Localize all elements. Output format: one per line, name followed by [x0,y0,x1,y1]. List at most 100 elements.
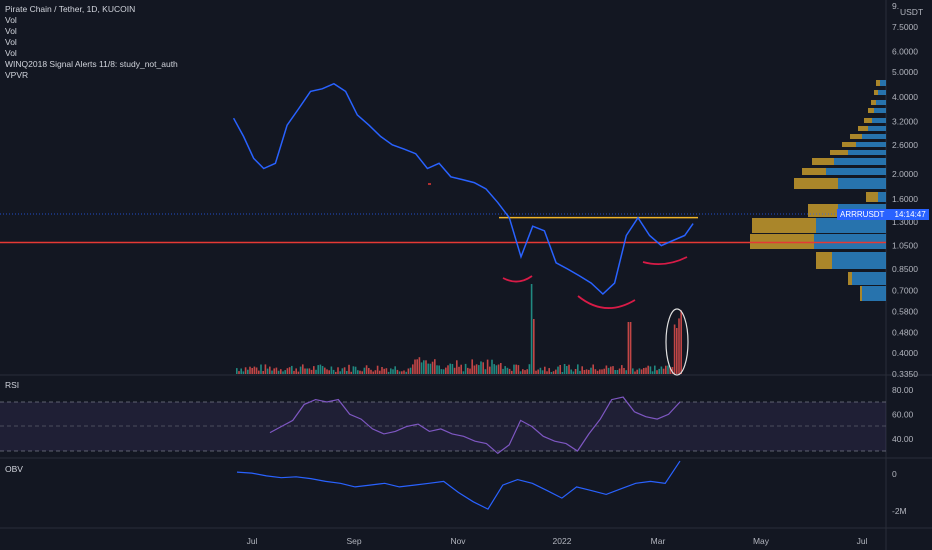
volume-bar [658,368,660,374]
volume-bar [449,363,451,374]
volume-bar [660,366,663,374]
volume-bar [405,371,407,374]
vpvr-row-down [868,126,886,131]
volume-bar [605,365,608,374]
volume-bar [568,364,570,374]
indicator-vol-1[interactable]: Vol [5,15,17,25]
indicator-vol-4[interactable]: Vol [5,48,17,58]
vpvr-row-up [864,118,872,123]
volume-bar [645,367,647,374]
volume-bar [678,318,680,374]
vpvr-row-up [876,80,880,86]
vpvr-profile [750,80,886,301]
obv-series-line [236,460,681,510]
chart-legend: Pirate Chain / Tether, 1D, KUCOIN Vol Vo… [5,4,178,81]
vpvr-row-down [834,158,886,165]
volume-bar [306,368,308,374]
volume-bar [581,366,583,374]
indicator-vol-3[interactable]: Vol [5,37,17,47]
price-series-line [232,82,694,296]
volume-bar [374,370,377,374]
vpvr-row-up [752,218,816,233]
volume-bar [238,371,240,374]
volume-bar [522,369,524,374]
volume-bar [511,370,513,374]
volume-bar [451,364,454,374]
vpvr-row-down [852,272,886,285]
volume-bar [539,367,542,374]
volume-bar [427,363,429,374]
volume-bar [282,371,284,374]
volume-bar [603,368,605,374]
volume-bar [341,368,344,374]
volume-bar [372,371,374,374]
volume-bar [319,364,322,374]
chart-title[interactable]: Pirate Chain / Tether, 1D, KUCOIN [5,4,136,14]
volume-bar [515,364,517,374]
volume-highlight-ellipse [665,308,689,376]
price-tick-label: 7.5000 [892,22,918,32]
time-axis-ticks: Jul Sep Nov 2022 Mar May Jul [247,536,868,546]
volume-bar [594,369,597,374]
volume-bar [302,364,304,374]
volume-bar [361,371,363,374]
volume-bar [669,367,671,374]
rsi-series-line [269,396,681,455]
vpvr-row-down [826,168,886,175]
price-tick-label: 1.0500 [892,241,918,251]
obv-pane-label[interactable]: OBV [5,464,23,474]
volume-bar [623,368,625,374]
indicator-vol-2[interactable]: Vol [5,26,17,36]
volume-bar [572,371,575,374]
volume-bar [401,371,403,374]
volume-bar [533,319,535,374]
volume-bar [667,365,669,374]
vpvr-row-up [816,252,832,269]
volume-bar [504,366,506,374]
price-tick-label: 9. [892,1,899,11]
volume-bar [343,367,346,374]
volume-bar [526,369,528,374]
volume-bar [590,367,592,374]
volume-bar [425,360,427,374]
volume-bar [269,366,271,374]
volume-bar [621,365,623,374]
volume-bar [469,368,471,374]
vpvr-row-up [858,126,868,131]
volume-bar [625,370,627,374]
bottom-arc-2 [577,295,636,309]
price-tick-label: 0.4800 [892,328,918,338]
volume-bar [599,369,601,374]
volume-bar [544,366,546,374]
volume-bar [249,366,251,374]
time-tick-label: May [753,536,770,546]
volume-bar [348,364,350,374]
volume-bar [368,368,370,374]
volume-bar [471,359,473,374]
vpvr-row-down [862,134,886,139]
volume-bar [519,371,522,374]
vpvr-row-up [860,286,862,301]
volume-bar [596,370,599,374]
volume-bar [255,367,258,374]
volume-bar [359,370,361,374]
indicator-vpvr[interactable]: VPVR [5,70,29,80]
price-tick-label: 1.6000 [892,194,918,204]
price-axis-ticks: 9. 7.5000 6.0000 5.0000 4.0000 3.2000 2.6000 2.… [892,1,918,379]
symbol-price-tag: ARRRUSDT 14:14:47 [837,209,929,220]
volume-bar [387,371,390,374]
volume-bar [577,364,579,374]
indicator-winq[interactable]: WINQ2018 Signal Alerts 11/8: study_not_a… [5,59,178,69]
volume-bar [513,364,515,374]
volume-bar [409,367,412,374]
vpvr-row-up [848,272,852,285]
volume-bar [330,366,333,374]
volume-bar [524,370,526,374]
rsi-pane-label[interactable]: RSI [5,380,20,390]
volume-bar [251,368,253,374]
volume-bar [403,370,405,374]
price-tick-label: 0.7000 [892,286,918,296]
volume-bar [350,371,352,374]
volume-bar [379,370,381,374]
